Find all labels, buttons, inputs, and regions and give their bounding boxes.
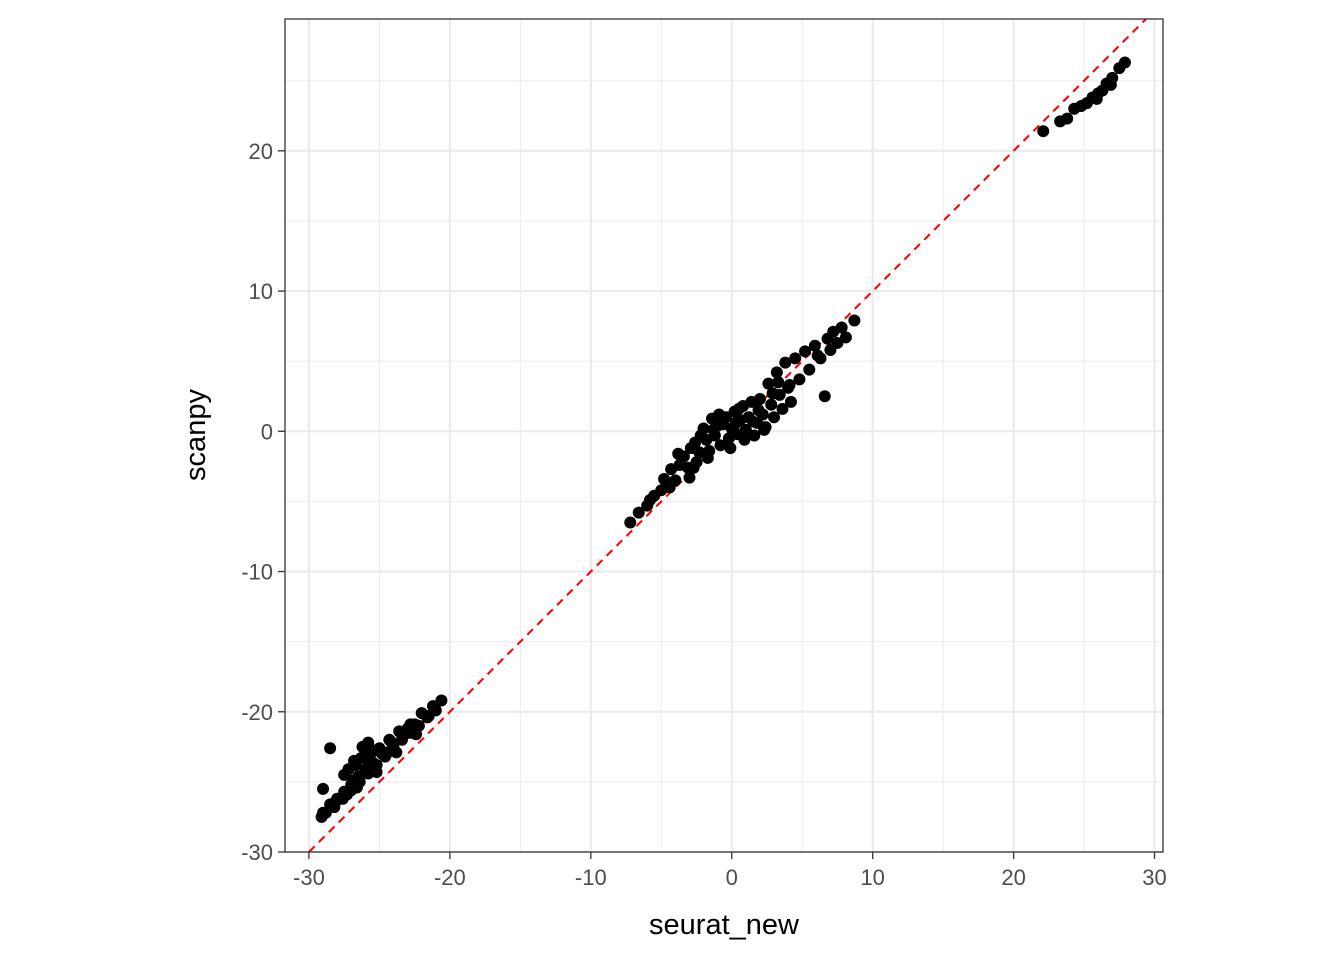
y-axis-ticks: -30 -20 -10 0 10 20 <box>241 139 285 865</box>
data-point <box>324 742 337 755</box>
data-point <box>329 795 342 808</box>
x-tick-label: 10 <box>860 865 884 890</box>
y-tick-label: 0 <box>261 419 273 444</box>
y-tick-label: -20 <box>241 700 273 725</box>
data-point <box>789 352 802 365</box>
data-point <box>724 442 737 455</box>
data-point <box>1118 56 1131 69</box>
data-point <box>768 411 781 424</box>
data-point <box>693 446 706 459</box>
data-point <box>632 506 645 519</box>
x-tick-label: 0 <box>726 865 738 890</box>
data-point <box>779 356 792 369</box>
data-point <box>350 781 363 794</box>
data-point <box>349 759 362 772</box>
data-point <box>729 416 742 429</box>
data-point <box>831 336 844 349</box>
x-axis-ticks: -30 -20 -10 0 10 20 30 <box>293 852 1167 890</box>
data-point <box>803 363 816 376</box>
data-point <box>772 376 785 389</box>
data-point <box>435 694 448 707</box>
data-point <box>766 387 779 400</box>
data-point <box>784 395 797 408</box>
data-point <box>738 433 751 446</box>
data-point <box>839 331 852 344</box>
data-point <box>762 377 775 390</box>
data-point <box>713 408 726 421</box>
x-tick-label: 30 <box>1142 865 1166 890</box>
data-point <box>739 423 752 436</box>
data-point <box>658 472 671 485</box>
panel-border <box>284 18 1164 853</box>
data-point <box>421 711 434 724</box>
x-tick-label: -20 <box>434 865 466 890</box>
data-point <box>835 321 848 334</box>
data-point <box>1090 92 1103 105</box>
data-point <box>364 743 377 756</box>
data-point <box>799 345 812 358</box>
data-point <box>752 404 765 417</box>
data-point <box>672 447 685 460</box>
data-point <box>811 349 824 362</box>
data-point <box>776 402 789 415</box>
data-point <box>410 728 423 741</box>
data-point <box>341 788 354 801</box>
data-point <box>765 398 778 411</box>
data-point <box>694 429 707 442</box>
data-point <box>818 390 831 403</box>
points-layer <box>315 56 1131 823</box>
y-tick-label: 10 <box>249 279 273 304</box>
data-point <box>644 494 657 507</box>
data-point <box>808 339 821 352</box>
data-point <box>624 516 637 529</box>
y-tick-label: 20 <box>249 139 273 164</box>
x-tick-label: -10 <box>575 865 607 890</box>
y-tick-label: -10 <box>241 560 273 585</box>
y-tick-label: -30 <box>241 840 273 865</box>
minor-gridlines <box>285 19 1163 852</box>
data-point <box>663 481 676 494</box>
data-point <box>683 471 696 484</box>
data-point <box>748 429 761 442</box>
data-point <box>1061 112 1074 125</box>
data-point <box>319 806 332 819</box>
data-point <box>793 373 806 386</box>
data-point <box>395 733 408 746</box>
data-point <box>381 746 394 759</box>
data-point <box>429 704 442 717</box>
data-point <box>758 423 771 436</box>
data-point <box>753 393 766 406</box>
x-tick-label: 20 <box>1001 865 1025 890</box>
data-point <box>1037 125 1050 138</box>
data-point <box>384 735 397 748</box>
data-point <box>701 451 714 464</box>
data-point <box>687 461 700 474</box>
x-axis-title: seurat_new <box>649 909 800 941</box>
data-point <box>1104 78 1117 91</box>
data-point <box>714 439 727 452</box>
data-point <box>848 314 861 327</box>
data-point <box>317 782 330 795</box>
y-axis-title: scanpy <box>180 389 212 481</box>
data-point <box>707 423 720 436</box>
data-point <box>732 402 745 415</box>
data-point <box>746 415 759 428</box>
x-tick-label: -30 <box>293 865 325 890</box>
data-point <box>783 379 796 392</box>
data-point <box>370 766 383 779</box>
data-point <box>770 366 783 379</box>
data-point <box>401 722 414 735</box>
data-point <box>390 746 403 759</box>
